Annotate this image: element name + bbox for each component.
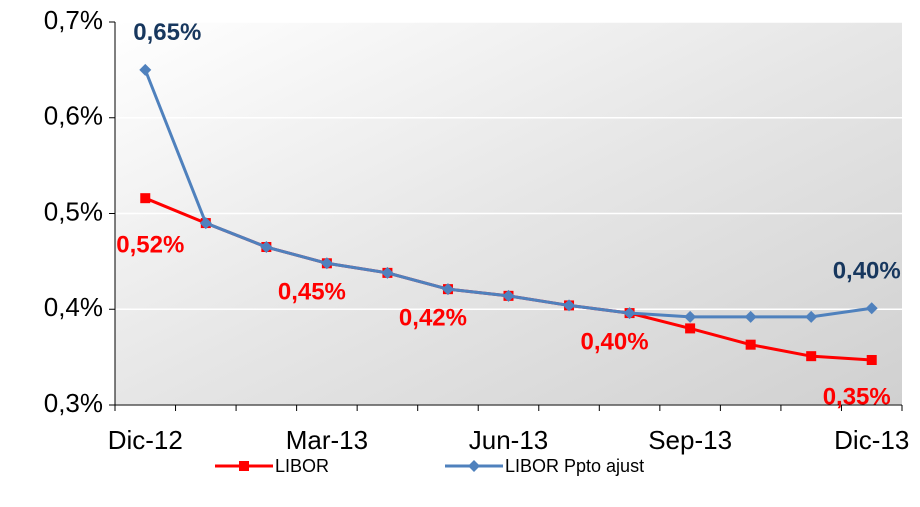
x-tick-label: Sep-13 xyxy=(648,425,732,455)
data-label: 0,42% xyxy=(399,304,467,331)
x-tick-label: Jun-13 xyxy=(469,425,549,455)
point-marker xyxy=(260,241,273,254)
point-marker xyxy=(140,193,151,204)
point-marker xyxy=(502,289,515,302)
data-label: 0,40% xyxy=(581,328,649,355)
x-tick-label: Dic-12 xyxy=(108,425,183,455)
point-marker xyxy=(320,257,333,270)
point-marker xyxy=(563,299,576,312)
data-label: 0,52% xyxy=(116,232,184,259)
legend-label: LIBOR xyxy=(275,456,329,476)
legend-label: LIBOR Ppto ajust xyxy=(505,456,644,476)
point-marker xyxy=(685,323,696,334)
x-tick-label: Dic-13 xyxy=(834,425,909,455)
data-label: 0,45% xyxy=(278,279,346,306)
point-marker xyxy=(623,307,636,320)
data-label: 0,40% xyxy=(833,258,901,285)
y-tick-label: 0,7% xyxy=(44,5,103,35)
point-marker xyxy=(744,310,757,323)
data-label: 0,35% xyxy=(823,383,891,410)
point-marker xyxy=(684,310,697,323)
point-marker xyxy=(745,339,756,350)
point-marker xyxy=(805,310,818,323)
legend-marker xyxy=(239,461,249,471)
y-tick-label: 0,5% xyxy=(44,196,103,226)
y-tick-label: 0,3% xyxy=(44,388,103,418)
point-marker xyxy=(381,266,394,279)
data-label: 0,65% xyxy=(133,19,201,46)
point-marker xyxy=(441,283,454,296)
legend-marker xyxy=(468,460,480,472)
point-marker xyxy=(865,302,878,315)
y-tick-label: 0,6% xyxy=(44,101,103,131)
y-tick-label: 0,4% xyxy=(44,292,103,322)
point-marker xyxy=(199,217,212,230)
point-marker xyxy=(806,351,817,362)
x-tick-label: Mar-13 xyxy=(286,425,368,455)
point-marker xyxy=(139,63,152,76)
point-marker xyxy=(866,354,877,365)
